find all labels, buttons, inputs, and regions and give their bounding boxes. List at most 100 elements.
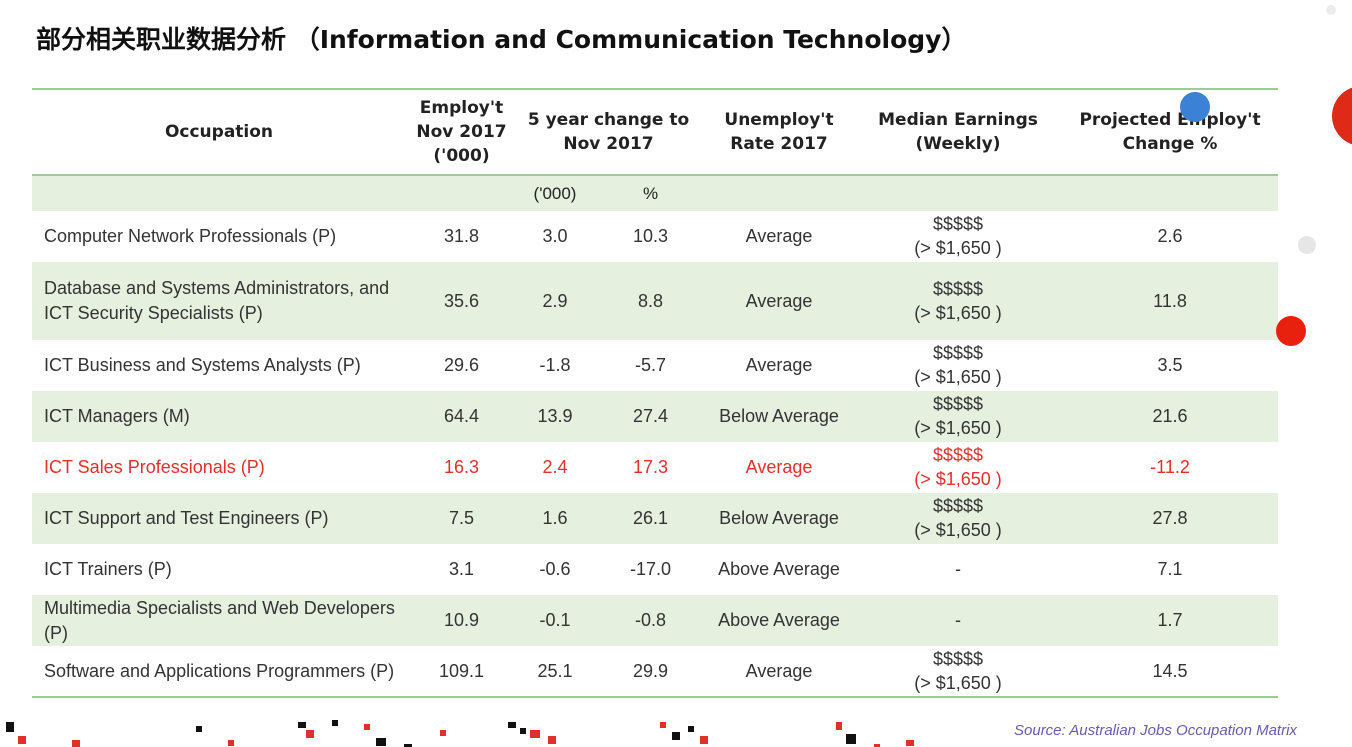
earnings-threshold: (> $1,650 ) (914, 672, 1002, 693)
page-title: 部分相关职业数据分析 （Information and Communicatio… (36, 25, 967, 54)
subheader-empty-occupation (32, 175, 410, 211)
cell-change-thousands: 13.9 (537, 406, 573, 426)
cell-unemploy-rate: Above Average (718, 610, 840, 630)
cell-change-percent: -5.7 (634, 355, 667, 375)
cell-projected-change: 1.7 (1157, 610, 1183, 630)
earnings-band: $$$$$ (932, 445, 984, 465)
cell-unemploy-rate: Average (745, 355, 813, 375)
cell-unemploy-rate: Above Average (718, 559, 840, 579)
cell-unemploy-rate: Below Average (719, 406, 839, 426)
cell-projected-change: 11.8 (1153, 290, 1187, 311)
table-row: ICT Trainers (P) 3.1 -0.6 -17.0 Above Averag… (32, 544, 1278, 595)
earnings-band: $$$$$ (932, 278, 984, 299)
cell-change-percent: 10.3 (632, 226, 669, 246)
table-row: Computer Network Professionals (P) 31.8 3.… (32, 211, 1278, 262)
occupation-table: Occupation Employ't Nov 2017 ('000) 5 ye… (32, 88, 1279, 698)
source-note: Source: Australian Jobs Occupation Matri… (1014, 722, 1297, 739)
cell-unemploy-rate: Below Average (719, 508, 839, 528)
cell-median-earnings: - (854, 595, 1062, 646)
decorative-pixel (18, 736, 26, 744)
cell-change-thousands: 3.0 (542, 226, 568, 246)
cell-change-percent: 8.8 (637, 290, 664, 311)
earnings-band: $$$$$ (932, 648, 984, 669)
subheader-thousands: ('000) (533, 183, 577, 203)
earnings-band: $$$$$ (932, 343, 984, 363)
decorative-pixel (196, 726, 202, 732)
header-row: Occupation Employ't Nov 2017 ('000) 5 ye… (32, 88, 1279, 176)
cell-occupation: Software and Applications Programmers (P… (44, 660, 395, 681)
cell-projected-change: 14.5 (1152, 660, 1188, 681)
cell-projected-change: 27.8 (1152, 508, 1188, 528)
earnings-threshold: (> $1,650 ) (914, 418, 1002, 438)
decorative-pixel (548, 736, 556, 744)
cell-change-percent: 29.9 (632, 660, 669, 681)
cell-employ: 31.8 (443, 226, 480, 246)
decorative-pixel (530, 730, 540, 738)
table-row: ICT Sales Professionals (P) 16.3 2.4 17.3 Av… (32, 442, 1278, 493)
earnings-threshold: (> $1,650 ) (914, 469, 1002, 489)
decorative-dot-red-small (1276, 316, 1306, 346)
decorative-pixel (72, 740, 80, 747)
cell-projected-change: 2.6 (1157, 226, 1183, 246)
cell-unemploy-rate: Average (745, 660, 813, 681)
cell-median-earnings: $$$$$ (> $1,650 ) (854, 211, 1062, 262)
cell-change-thousands: 2.9 (542, 290, 568, 311)
table-row: ICT Managers (M) 64.4 13.9 27.4 Below Averag… (32, 391, 1279, 442)
cell-change-thousands: 25.1 (537, 660, 573, 681)
cell-change-percent: 26.1 (632, 508, 669, 528)
header-occupation: Occupation (32, 88, 410, 176)
cell-change-thousands: 2.4 (542, 457, 568, 477)
cell-projected-change: 21.6 (1152, 406, 1188, 426)
cell-median-earnings: - (854, 544, 1062, 595)
cell-occupation: Database and Systems Administrators, and… (44, 278, 390, 323)
decorative-pixel (6, 722, 14, 732)
cell-employ: 7.5 (448, 508, 475, 528)
earnings-band: $$$$$ (932, 496, 984, 516)
header-unemploy-rate: Unemploy't Rate 2017 (704, 88, 855, 176)
cell-unemploy-rate: Average (745, 226, 813, 246)
cell-median-earnings: $$$$$ (> $1,650 ) (854, 442, 1062, 493)
decorative-pixel (332, 720, 338, 726)
decorative-pixel (376, 738, 386, 746)
earnings-threshold: (> $1,650 ) (914, 238, 1002, 258)
earnings-band: $$$$$ (932, 394, 984, 414)
subheader-empty-unemploy (704, 175, 854, 211)
table-row: Multimedia Specialists and Web Developer… (32, 595, 1279, 646)
decorative-pixel (836, 722, 842, 730)
cell-employ: 64.4 (443, 406, 480, 426)
cell-median-earnings: $$$$$ (> $1,650 ) (854, 340, 1062, 391)
header-median-earnings: Median Earnings (Weekly) (854, 88, 1063, 176)
cell-change-thousands: -0.1 (539, 610, 571, 630)
cell-median-earnings: $$$$$ (> $1,650 ) (854, 391, 1062, 442)
cell-occupation: ICT Business and Systems Analysts (P) (44, 355, 361, 375)
subheader-empty-projected (1062, 175, 1278, 211)
cell-change-percent: 17.3 (632, 457, 669, 477)
earnings-threshold: (> $1,650 ) (914, 367, 1002, 387)
cell-change-percent: -17.0 (629, 559, 672, 579)
decorative-pixel (688, 726, 694, 732)
cell-employ: 3.1 (448, 559, 475, 579)
cell-change-thousands: 1.6 (542, 508, 568, 528)
cell-employ: 109.1 (438, 660, 485, 681)
decorative-pixel (906, 740, 914, 746)
subheader-empty-employ (410, 175, 513, 211)
decorative-pixel (440, 730, 446, 736)
header-projected-change: Projected Employ't Change % (1062, 88, 1279, 176)
cell-change-percent: 27.4 (632, 406, 669, 426)
cell-employ: 10.9 (443, 610, 480, 630)
earnings-band: - (955, 610, 962, 630)
decorative-pixel (846, 734, 856, 744)
decorative-pixel (508, 722, 516, 728)
cell-median-earnings: $$$$$ (> $1,650 ) (854, 493, 1062, 544)
cell-unemploy-rate: Average (745, 457, 813, 477)
cell-unemploy-rate: Average (745, 290, 813, 311)
subheader-percent: % (642, 183, 659, 203)
cell-employ: 35.6 (443, 290, 480, 311)
decorative-pixel (520, 728, 526, 734)
subheader-empty-earnings (854, 175, 1062, 211)
cell-projected-change: 7.1 (1157, 559, 1183, 579)
cell-change-thousands: -1.8 (539, 355, 571, 375)
earnings-band: $$$$$ (932, 214, 984, 234)
earnings-band: - (955, 559, 962, 579)
cell-projected-change: 3.5 (1157, 355, 1183, 375)
